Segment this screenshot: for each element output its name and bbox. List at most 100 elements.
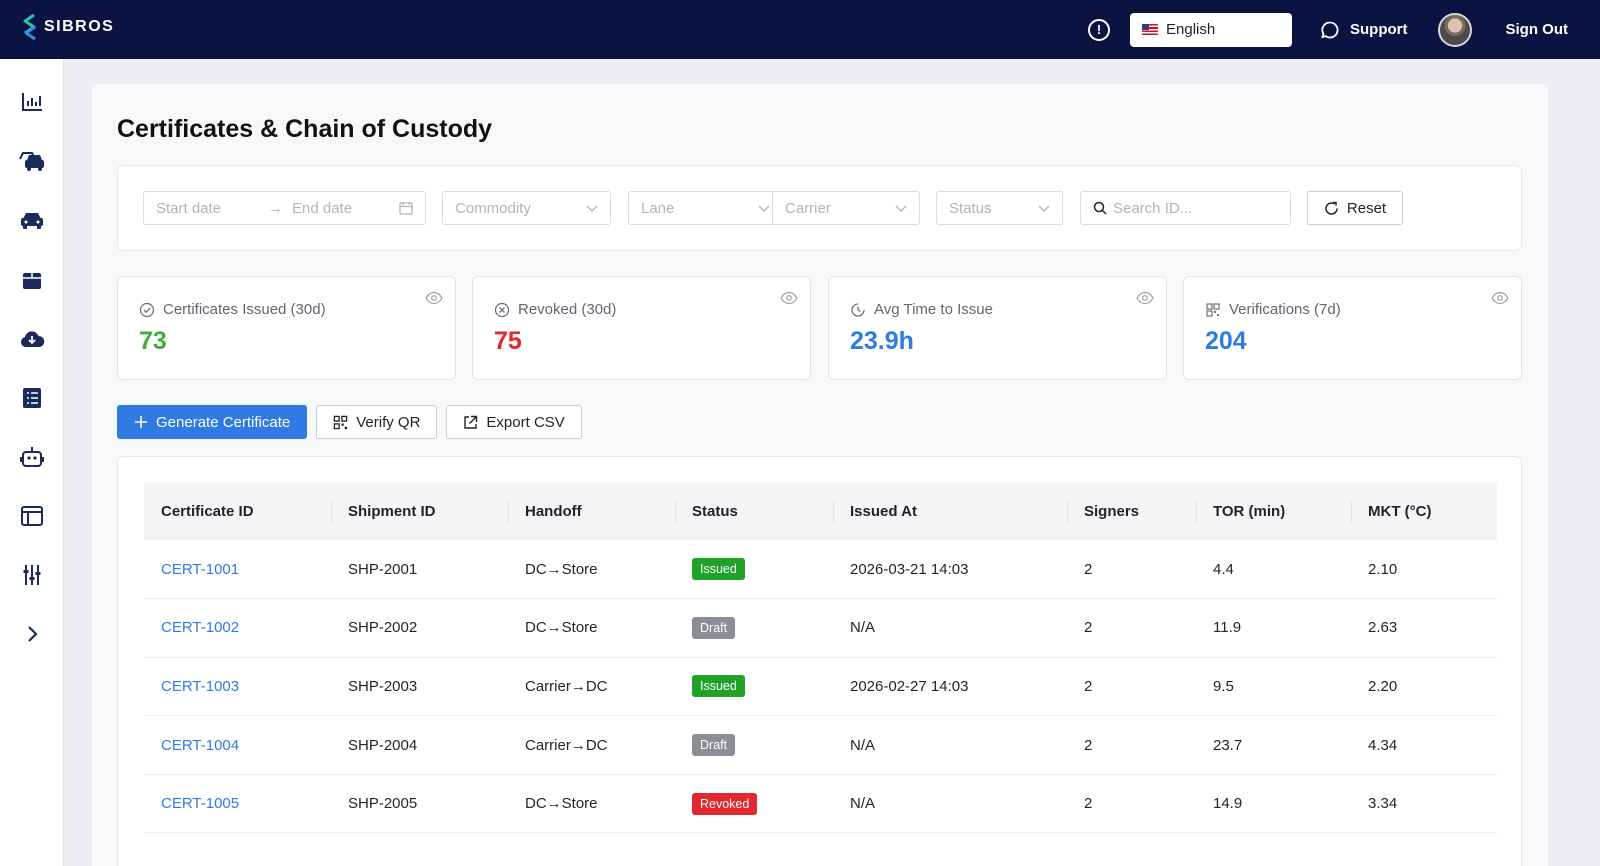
sidebar-expand[interactable] [17, 619, 47, 649]
status-badge: Issued [692, 558, 745, 581]
logo[interactable]: SIBROS [22, 14, 114, 40]
stat-label: Revoked (30d) [518, 301, 617, 318]
sliders-icon [23, 565, 41, 585]
qr-icon [333, 415, 348, 429]
column-header[interactable]: Shipment ID [331, 483, 508, 540]
sidebar-item-analytics[interactable] [17, 87, 47, 117]
stat-card-verifications: Verifications (7d) 204 [1183, 276, 1522, 380]
mkt-celsius: 2.63 [1368, 619, 1398, 637]
mkt-celsius: 3.34 [1368, 795, 1398, 813]
export-icon [464, 415, 478, 429]
certificate-id-link[interactable]: CERT-1002 [161, 619, 240, 637]
certificate-id-link[interactable]: CERT-1005 [161, 795, 240, 813]
clock-icon [851, 302, 865, 317]
column-header[interactable]: Issued At [833, 483, 1067, 540]
eye-icon[interactable] [780, 291, 798, 305]
sidebar-item-ota[interactable] [17, 324, 47, 354]
column-header[interactable]: Signers [1067, 483, 1196, 540]
column-header[interactable]: Handoff [508, 483, 675, 540]
shipment-id: SHP-2005 [348, 795, 418, 813]
certificate-id-link[interactable]: CERT-1001 [161, 560, 240, 578]
verify-qr-button[interactable]: Verify QR [316, 405, 438, 439]
handoff: DC→Store [525, 619, 598, 637]
export-csv-button[interactable]: Export CSV [446, 405, 582, 439]
tor-minutes: 23.7 [1213, 736, 1243, 754]
table-row[interactable]: CERT-1002 SHP-2002 DC→Store Draft N/A 2 … [144, 599, 1497, 658]
box-icon [23, 273, 41, 289]
table-row[interactable]: CERT-1005 SHP-2005 DC→Store Revoked N/A … [144, 774, 1497, 833]
robot-icon [20, 447, 44, 467]
column-header[interactable]: Status [675, 483, 833, 540]
certificate-id-link[interactable]: CERT-1003 [161, 677, 240, 695]
eye-icon[interactable] [1136, 291, 1154, 305]
column-header[interactable]: Certificate ID [161, 503, 254, 520]
certificates-table-card: Certificate ID Shipment ID Handoff Statu… [117, 456, 1522, 866]
support-link[interactable]: Support [1320, 20, 1408, 40]
cloud-download-icon [20, 331, 45, 347]
issued-at: N/A [850, 736, 876, 754]
sidebar-item-packages[interactable] [17, 265, 47, 295]
tor-minutes: 14.9 [1213, 795, 1243, 813]
stat-value: 75 [494, 327, 522, 355]
qr-icon [1206, 302, 1220, 317]
sidebar-item-layout[interactable] [17, 501, 47, 531]
commodity-select[interactable]: Commodity [442, 191, 611, 225]
sidebar-item-settings[interactable] [17, 560, 47, 590]
table-header-row: Certificate ID Shipment ID Handoff Statu… [144, 483, 1497, 540]
column-header[interactable]: TOR (min) [1196, 483, 1351, 540]
signers: 2 [1084, 795, 1093, 813]
shipment-id: SHP-2001 [348, 560, 418, 578]
lane-select[interactable]: Lane [628, 191, 783, 225]
arrow-right-icon: → [268, 199, 283, 217]
chevron-down-icon [1038, 205, 1050, 212]
sign-out-link[interactable]: Sign Out [1505, 21, 1569, 38]
issued-at: N/A [850, 795, 876, 813]
mkt-celsius: 2.20 [1368, 677, 1398, 695]
table-row[interactable]: CERT-1001 SHP-2001 DC→Store Issued 2026-… [144, 540, 1497, 599]
chevron-right-icon [28, 626, 38, 642]
logo-text: SIBROS [44, 18, 115, 35]
search-input[interactable]: Search ID... [1080, 191, 1291, 225]
info-icon[interactable]: ! [1088, 18, 1110, 41]
language-select[interactable]: English [1130, 12, 1292, 47]
certificate-id-link[interactable]: CERT-1004 [161, 736, 240, 754]
handoff: Carrier→DC [525, 677, 608, 695]
shipment-id: SHP-2003 [348, 677, 418, 695]
status-badge: Revoked [692, 792, 758, 815]
sidebar-item-fleet[interactable] [17, 146, 47, 176]
calendar-icon [399, 202, 413, 215]
generate-certificate-button[interactable]: Generate Certificate [117, 405, 308, 439]
main-panel: Certificates & Chain of Custody Start da… [92, 84, 1548, 866]
x-circle-icon [494, 302, 510, 317]
sidebar-item-vehicles[interactable] [17, 205, 47, 235]
signers: 2 [1084, 619, 1093, 637]
sidebar-item-automation[interactable] [17, 442, 47, 472]
search-placeholder: Search ID... [1113, 199, 1193, 217]
reset-button[interactable]: Reset [1307, 191, 1403, 225]
status-select[interactable]: Status [936, 191, 1063, 225]
date-range-picker[interactable]: Start date → End date [143, 191, 426, 225]
column-header[interactable]: MKT (°C) [1351, 483, 1497, 540]
signers: 2 [1084, 560, 1093, 578]
handoff: DC→Store [525, 560, 598, 578]
chat-bubble-icon [1321, 21, 1339, 38]
user-avatar[interactable] [1437, 12, 1472, 47]
status-badge: Draft [692, 734, 736, 757]
table-row[interactable]: CERT-1003 SHP-2003 Carrier→DC Issued 202… [144, 657, 1497, 716]
chevron-down-icon [758, 205, 770, 212]
sidebar-item-logs[interactable] [17, 383, 47, 413]
sidebar [0, 59, 64, 866]
start-date-placeholder: Start date [156, 199, 222, 217]
export-csv-label: Export CSV [486, 413, 565, 431]
table-row[interactable]: CERT-1004 SHP-2004 Carrier→DC Draft N/A … [144, 716, 1497, 775]
list-icon [23, 388, 41, 408]
filter-bar: Start date → End date Commodity Lane Car… [117, 165, 1522, 251]
search-icon [1093, 201, 1107, 215]
bar-chart-icon [22, 93, 42, 111]
mkt-celsius: 4.34 [1368, 736, 1398, 754]
end-date-placeholder: End date [292, 199, 353, 217]
eye-icon[interactable] [425, 291, 443, 305]
verify-qr-label: Verify QR [356, 413, 421, 431]
carrier-select[interactable]: Carrier [772, 191, 920, 225]
eye-icon[interactable] [1491, 291, 1509, 305]
